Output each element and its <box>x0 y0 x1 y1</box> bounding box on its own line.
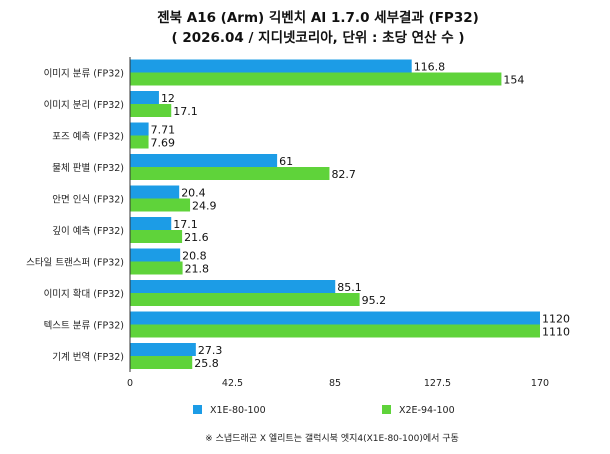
legend-label: X2E-94-100 <box>399 405 455 416</box>
data-label: 116.8 <box>414 61 446 74</box>
bar-X2E-94-100 <box>130 356 193 369</box>
legend-swatch <box>193 405 202 414</box>
x-tick-label: 42.5 <box>222 378 243 389</box>
bar-X1E-80-100 <box>130 122 149 136</box>
data-label: 85.1 <box>337 281 362 294</box>
footnote: ※ 스냅드래곤 X 엘리트는 갤럭시북 엣지4(X1E-80-100)에서 구동 <box>205 432 459 444</box>
data-label: 61 <box>279 155 293 168</box>
data-label: 1110 <box>542 326 570 339</box>
bar-X1E-80-100 <box>130 185 180 199</box>
data-label: 20.8 <box>182 250 207 263</box>
category-label: 물체 판별 (FP32) <box>52 163 124 174</box>
category-label: 이미지 분류 (FP32) <box>44 68 124 79</box>
bar-X1E-80-100 <box>130 217 172 230</box>
data-label: 7.71 <box>151 124 176 137</box>
bar-X2E-94-100 <box>130 135 149 149</box>
x-tick-label: 127.5 <box>424 378 451 389</box>
data-label: 12 <box>161 92 175 105</box>
bar-X2E-94-100 <box>130 104 172 117</box>
bar-X2E-94-100 <box>130 293 360 306</box>
category-label: 안면 인식 (FP32) <box>52 194 124 205</box>
data-label: 21.8 <box>185 263 210 276</box>
data-label: 17.1 <box>173 218 198 231</box>
bar-X2E-94-100 <box>130 230 183 243</box>
data-label: 21.6 <box>184 231 209 244</box>
chart-subtitle: ( 2026.04 / 지디넷코리아, 단위 : 초당 연산 수 ) <box>171 29 464 46</box>
category-label: 기계 번역 (FP32) <box>52 351 124 363</box>
data-label: 27.3 <box>198 344 223 357</box>
category-label: 텍스트 분류 (FP32) <box>44 320 124 331</box>
x-tick-label: 0 <box>127 378 133 389</box>
data-label: 17.1 <box>173 105 198 118</box>
bar-X1E-80-100 <box>130 280 336 293</box>
bar-X1E-80-100 <box>130 59 412 73</box>
data-label: 24.9 <box>192 200 217 213</box>
data-label: 1120 <box>542 313 570 326</box>
data-label: 82.7 <box>331 168 356 181</box>
bar-X2E-94-100 <box>130 167 330 180</box>
bar-X2E-94-100 <box>130 261 183 275</box>
legend-swatch <box>382 405 391 414</box>
category-label: 깊이 예측 (FP32) <box>52 225 124 237</box>
chart-title: 젠북 A16 (Arm) 긱벤치 AI 1.7.0 세부결과 (FP32) <box>157 9 479 26</box>
category-label: 포즈 예측 (FP32) <box>52 131 124 142</box>
category-label: 이미지 분리 (FP32) <box>44 100 124 111</box>
bar-X1E-80-100 <box>130 91 159 104</box>
x-tick-label: 170 <box>531 378 549 389</box>
x-tick-label: 85 <box>329 378 341 389</box>
data-label: 7.69 <box>151 137 176 150</box>
bar-X2E-94-100 <box>130 198 191 212</box>
bar-X2E-94-100 <box>130 72 502 86</box>
data-label: 20.4 <box>181 187 206 200</box>
bar-X1E-80-100 <box>130 154 278 167</box>
category-label: 이미지 확대 (FP32) <box>44 288 124 300</box>
category-label: 스타일 트랜스퍼 (FP32) <box>26 257 124 268</box>
data-label: 95.2 <box>362 294 387 307</box>
legend-label: X1E-80-100 <box>210 405 266 416</box>
data-label: 25.8 <box>194 357 219 370</box>
bar-X1E-80-100 <box>130 311 540 325</box>
bar-X1E-80-100 <box>130 248 181 262</box>
bar-X2E-94-100 <box>130 324 540 338</box>
data-label: 154 <box>503 74 524 87</box>
bar-X1E-80-100 <box>130 343 196 356</box>
